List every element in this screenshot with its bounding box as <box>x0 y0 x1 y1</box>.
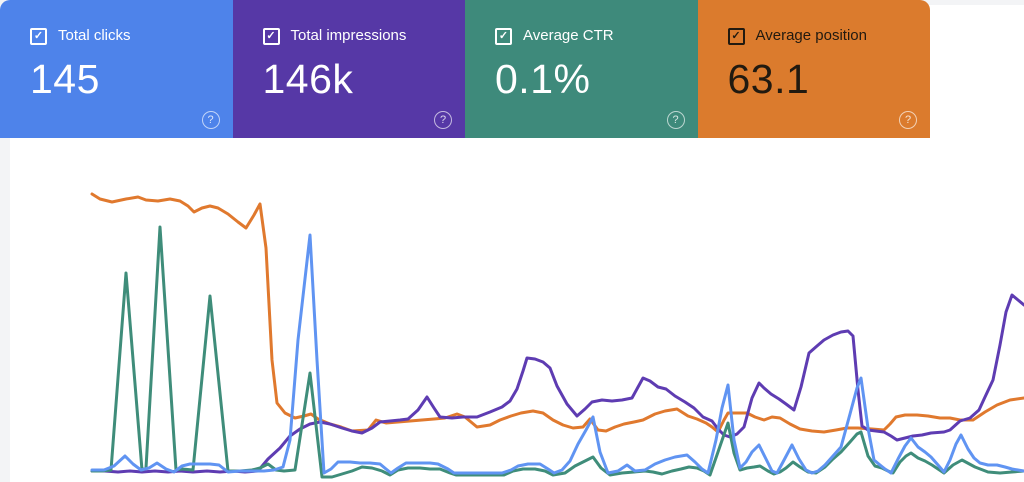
card-total-clicks[interactable]: ✓ Total clicks 145 ? <box>0 0 233 138</box>
card-label: Total clicks <box>58 27 131 44</box>
card-value: 145 <box>30 56 100 102</box>
card-average-ctr-head: ✓ Average CTR <box>495 27 698 45</box>
series-line-average-position <box>90 192 1024 434</box>
series-line-total-clicks <box>90 233 1024 475</box>
checkbox-checked-icon[interactable]: ✓ <box>262 27 280 45</box>
card-label: Total impressions <box>290 27 407 44</box>
card-total-clicks-head: ✓ Total clicks <box>30 27 233 45</box>
card-label: Average CTR <box>523 27 614 44</box>
card-label: Average position <box>755 27 867 44</box>
card-value: 63.1 <box>727 56 810 102</box>
card-total-impressions[interactable]: ✓ Total impressions 146k ? <box>232 0 466 138</box>
help-icon[interactable]: ? <box>201 111 220 129</box>
help-icon[interactable]: ? <box>666 111 685 129</box>
card-average-position-head: ✓ Average position <box>727 27 931 45</box>
help-icon[interactable]: ? <box>434 111 452 129</box>
help-icon[interactable]: ? <box>899 111 917 129</box>
card-value: 146k <box>262 56 354 102</box>
card-total-impressions-head: ✓ Total impressions <box>262 27 466 45</box>
card-value: 0.1% <box>495 56 591 102</box>
card-average-position[interactable]: ✓ Average position 63.1 ? <box>697 0 931 138</box>
series-line-average-ctr <box>90 225 1024 479</box>
series-line-total-impressions <box>90 293 1024 474</box>
checkbox-checked-icon[interactable]: ✓ <box>495 27 512 45</box>
card-average-ctr[interactable]: ✓ Average CTR 0.1% ? <box>465 0 698 138</box>
checkbox-checked-icon[interactable]: ✓ <box>30 27 47 45</box>
metric-cards-row: ✓ Total clicks 145 ? ✓ Total impressions… <box>0 0 930 138</box>
checkbox-checked-icon[interactable]: ✓ <box>727 27 745 45</box>
